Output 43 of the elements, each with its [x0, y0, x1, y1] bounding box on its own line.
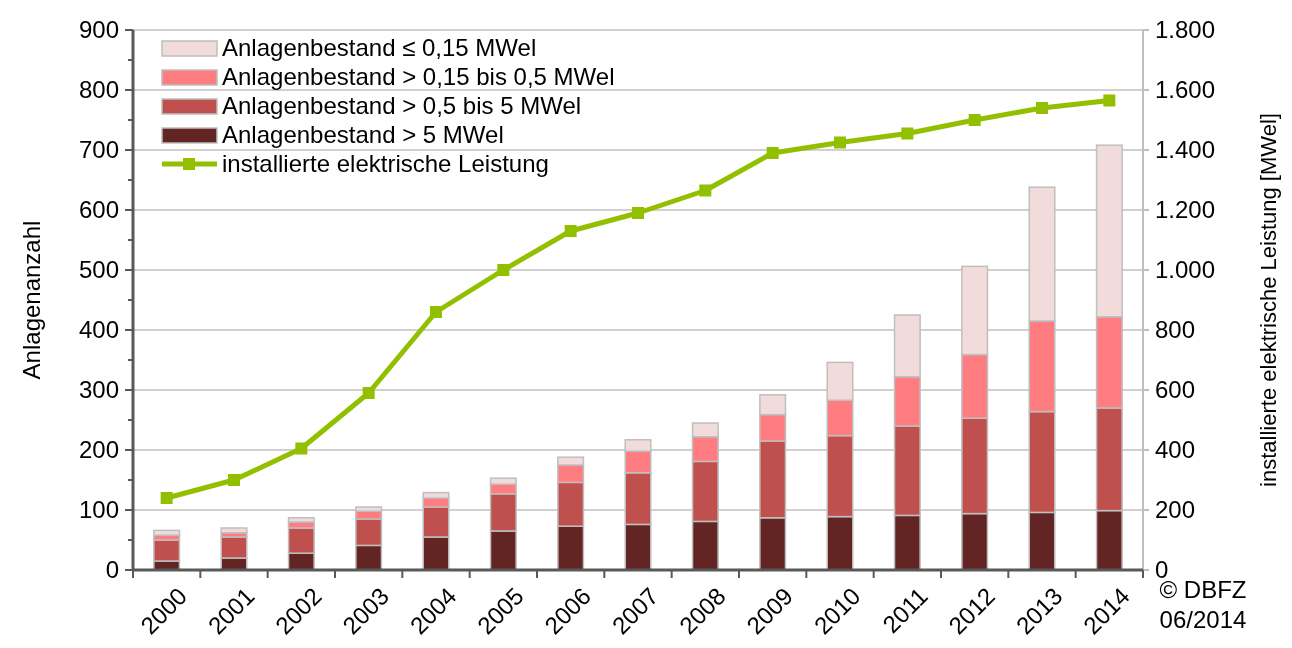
legend-label: Anlagenbestand > 0,15 bis 0,5 MWel: [222, 63, 615, 91]
y2-tick-label: 1.600: [1155, 76, 1216, 104]
y2-tick-label: 200: [1155, 496, 1196, 524]
y2-tick-label: 800: [1155, 316, 1196, 344]
y-tick-label: 500: [78, 256, 119, 284]
y-tick-label: 200: [78, 436, 119, 464]
point: [968, 114, 981, 126]
text: 06/2014: [1159, 606, 1247, 633]
legend-label: Anlagenbestand > 5 MWel: [222, 121, 504, 149]
point: [362, 387, 375, 399]
point: [228, 474, 240, 486]
point: [497, 264, 510, 276]
point: [564, 225, 577, 237]
y2-tick-label: 1.000: [1155, 256, 1216, 284]
point: [430, 306, 442, 318]
point: [766, 147, 779, 159]
y-tick-label: 600: [78, 196, 119, 224]
y-tick-label: 400: [78, 316, 119, 344]
y-tick-label: 0: [105, 556, 119, 584]
y-tick-label: 300: [78, 376, 119, 404]
point: [295, 442, 308, 455]
legend-label: Anlagenbestand ≤ 0,15 MWel: [222, 34, 537, 62]
bar: [220, 527, 248, 534]
legend-label: installierte elektrische Leistung: [222, 150, 549, 178]
y2-tick-label: 600: [1155, 376, 1196, 404]
y2-tick-label: 1.800: [1155, 16, 1216, 44]
y2-tick-label: 400: [1155, 436, 1196, 464]
legend-label: Anlagenbestand > 0,5 bis 5 MWel: [222, 92, 582, 120]
y2-tick-label: 1.200: [1155, 196, 1216, 224]
y-tick-label: 800: [78, 76, 119, 104]
y-tick-label: 700: [78, 136, 119, 164]
point: [1103, 94, 1116, 107]
y-axis-title: Anlagenanzahl: [18, 220, 45, 380]
point: [160, 492, 173, 504]
point: [1036, 102, 1048, 114]
point: [901, 127, 914, 140]
y2-axis-title: installierte elektrische Leistung [MWel]: [1256, 113, 1281, 487]
point: [699, 184, 712, 197]
y-tick-label: 900: [78, 16, 119, 44]
point: [834, 136, 846, 149]
y-tick-label: 100: [78, 496, 119, 524]
y2-tick-label: 1.400: [1155, 136, 1216, 164]
point: [632, 207, 644, 219]
